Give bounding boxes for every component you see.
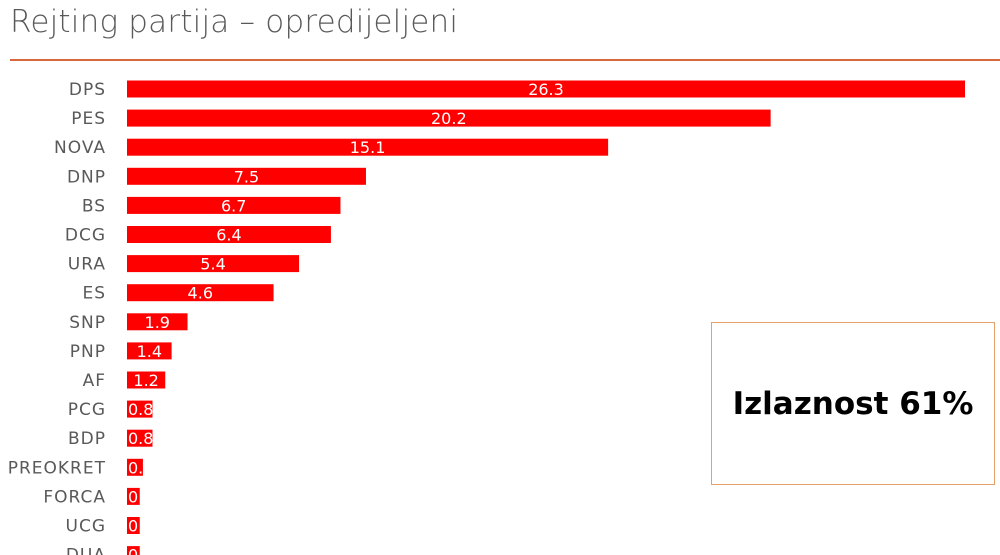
category-label-ucg: UCG [66, 517, 107, 537]
bar-pnp [127, 342, 172, 360]
value-label-dua: 0.4 [128, 546, 153, 555]
bar-forca [127, 487, 140, 505]
category-label-af: AF [83, 371, 106, 391]
value-label-dps: 26.3 [528, 80, 564, 99]
category-label-ura: URA [68, 255, 106, 275]
value-label-pnp: 1.4 [137, 342, 162, 361]
category-label-forca: FORCA [43, 487, 106, 507]
category-label-snp: SNP [69, 313, 106, 333]
value-label-pcg: 0.8 [128, 400, 153, 419]
value-label-nova: 15.1 [350, 138, 386, 157]
category-label-dps: DPS [69, 80, 106, 100]
category-label-es: ES [82, 284, 106, 304]
value-label-bdp: 0.8 [128, 429, 153, 448]
bar-dnp [127, 167, 366, 185]
category-label-bs: BS [82, 196, 106, 216]
value-label-ura: 5.4 [200, 255, 225, 274]
value-label-pes: 20.2 [431, 109, 467, 128]
bar-bs [127, 196, 341, 214]
category-label-nova: NOVA [54, 138, 106, 158]
bar-ucg [127, 517, 140, 534]
chart-title: Rejting partija – opredijeljeni [10, 4, 459, 40]
category-label-dnp: DNP [67, 167, 106, 187]
bar-nova [127, 138, 609, 156]
turnout-label: Izlaznost 61% [732, 385, 974, 422]
category-label-dcg: DCG [65, 226, 106, 246]
turnout-box: Izlaznost 61% [711, 322, 995, 485]
category-label-preokret: PREOKRET [8, 458, 106, 478]
title-divider [10, 59, 1000, 61]
value-label-es: 4.6 [188, 284, 213, 303]
bar-dua [127, 546, 140, 555]
bar-pes [127, 109, 771, 127]
bar-af [127, 371, 166, 389]
bar-preokret [127, 458, 143, 476]
value-label-dcg: 6.4 [216, 226, 241, 245]
bar-dcg [127, 226, 331, 243]
category-label-bdp: BDP [68, 429, 106, 449]
value-label-snp: 1.9 [145, 313, 170, 332]
value-label-af: 1.2 [133, 371, 158, 390]
category-label-pes: PES [71, 109, 106, 129]
bar-snp [127, 313, 188, 331]
bar-bdp [127, 429, 153, 447]
value-label-bs: 6.7 [221, 196, 246, 215]
value-label-preokret: 0.5 [128, 458, 153, 477]
bar-ura [127, 255, 300, 273]
bar-pcg [127, 400, 153, 418]
category-label-pnp: PNP [70, 342, 106, 362]
category-label-pcg: PCG [68, 400, 106, 420]
category-label-dua: DUA [66, 546, 106, 555]
bar-dps [127, 80, 965, 98]
bar-es [127, 284, 274, 302]
value-label-dnp: 7.5 [234, 167, 259, 186]
value-label-ucg: 0.4 [128, 517, 153, 536]
value-label-forca: 0.4 [128, 487, 153, 506]
